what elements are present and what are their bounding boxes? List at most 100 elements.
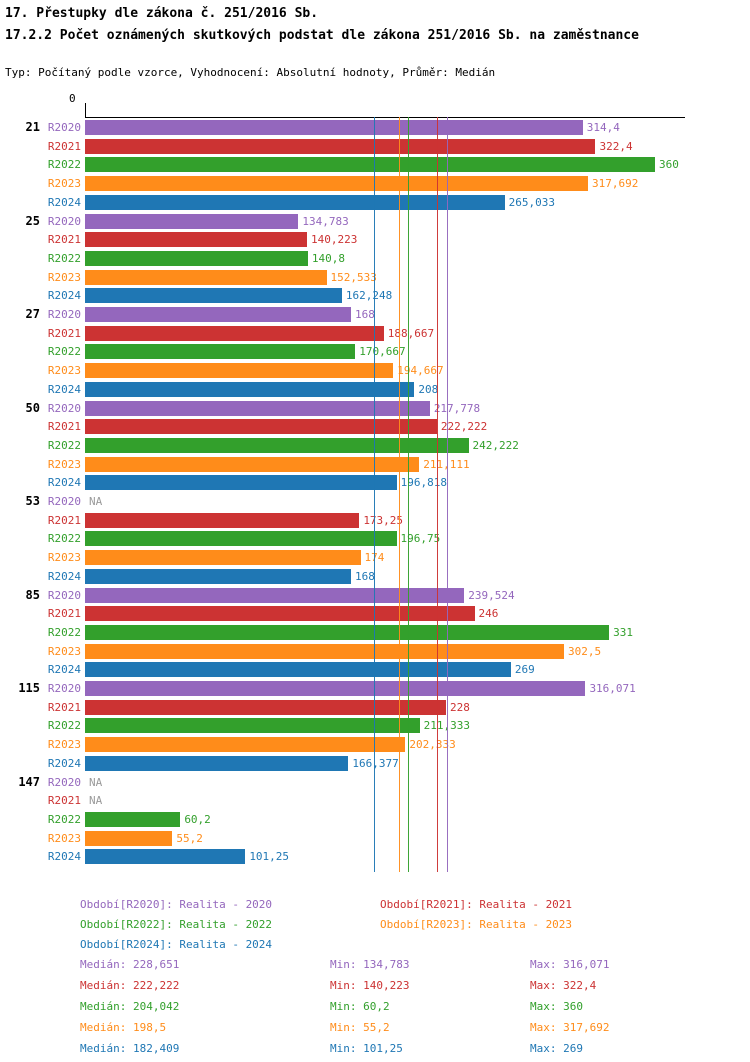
bar-value-label: 152,533 xyxy=(330,270,377,284)
group-label-25: 25 xyxy=(25,213,40,228)
bar-value-label: 140,8 xyxy=(311,251,346,265)
bar-chart: 0 21 R2020 314,4 R2021 322,4 R2022 360 R2023 317… xyxy=(18,92,685,872)
legend-item-r2023: Období[R2023]: Realita - 2023 xyxy=(380,918,573,931)
series-label-R2021: R2021 xyxy=(47,233,81,247)
series-label-R2021: R2021 xyxy=(47,513,81,527)
bar-R2024-group-27 xyxy=(85,381,415,397)
bar-value-label: 162,248 xyxy=(345,289,393,303)
series-label-R2022: R2022 xyxy=(47,438,81,452)
bar-value-label: 60,2 xyxy=(184,812,211,826)
bar-R2023-group-21 xyxy=(85,176,588,192)
bar-R2023-group-85 xyxy=(85,643,564,659)
bar-value-label: 246 xyxy=(478,607,499,621)
bar-R2023-group-115 xyxy=(85,737,406,753)
series-label-R2022: R2022 xyxy=(47,812,81,826)
bar-R2024-group-115 xyxy=(85,755,349,771)
bar-R2020-group-115 xyxy=(85,681,586,696)
bar-R2020-group-50 xyxy=(85,400,430,416)
group-label-50: 50 xyxy=(25,400,40,415)
bar-R2021-group-115 xyxy=(85,699,446,715)
na-value-label: NA xyxy=(89,794,103,808)
series-label-R2024: R2024 xyxy=(47,850,81,864)
group-label-53: 53 xyxy=(25,494,40,508)
bar-R2023-group-50 xyxy=(85,456,420,472)
min-stat-r2021: Min: 140,223 xyxy=(330,979,410,992)
bar-R2022-group-25 xyxy=(85,250,308,266)
na-value-label: NA xyxy=(89,495,103,508)
axis-tick xyxy=(85,103,86,117)
report-title: 17. Přestupky dle zákona č. 251/2016 Sb. xyxy=(5,6,319,21)
bar-R2021-group-27 xyxy=(85,325,384,341)
report-subtitle: 17.2.2 Počet oznámených skutkových podst… xyxy=(5,28,639,43)
series-label-R2023: R2023 xyxy=(47,177,81,191)
group-label-115: 115 xyxy=(18,681,40,695)
bar-value-label: 331 xyxy=(613,625,633,639)
bar-R2021-group-50 xyxy=(85,419,437,435)
bar-R2024-group-53 xyxy=(85,568,351,584)
bar-value-label: 239,524 xyxy=(468,588,515,602)
group-label-147: 147 xyxy=(18,774,40,789)
bar-value-label: 170,667 xyxy=(359,345,406,359)
bar-value-label: 168 xyxy=(355,569,375,583)
series-label-R2020: R2020 xyxy=(47,682,81,695)
series-label-R2024: R2024 xyxy=(47,476,81,490)
bar-R2023-group-147 xyxy=(85,830,173,846)
bar-value-label: 316,071 xyxy=(589,682,636,695)
series-label-R2020: R2020 xyxy=(47,775,81,789)
bar-R2020-group-85 xyxy=(85,587,465,603)
bar-R2022-group-53 xyxy=(85,531,397,547)
series-label-R2020: R2020 xyxy=(47,121,81,134)
series-label-R2022: R2022 xyxy=(47,719,81,733)
min-stat-r2022: Min: 60,2 xyxy=(330,1000,390,1013)
report-meta-line: Typ: Počítaný podle vzorce, Vyhodnocení:… xyxy=(5,66,496,79)
bar-R2023-group-25 xyxy=(85,269,327,285)
bar-value-label: 134,783 xyxy=(302,214,349,228)
bar-value-label: 188,667 xyxy=(387,326,435,340)
bar-R2021-group-53 xyxy=(85,512,360,528)
bar-value-label: 196,75 xyxy=(400,532,441,546)
series-label-R2022: R2022 xyxy=(47,158,81,172)
bar-R2022-group-27 xyxy=(85,344,356,360)
bar-value-label: 269 xyxy=(514,663,535,677)
series-label-R2023: R2023 xyxy=(47,270,81,284)
series-label-R2024: R2024 xyxy=(47,569,81,583)
bar-value-label: 217,778 xyxy=(433,401,481,415)
median-line-R2024 xyxy=(373,117,375,872)
bar-value-label: 196,818 xyxy=(400,476,447,490)
min-stat-r2023: Min: 55,2 xyxy=(330,1021,390,1034)
median-stat-r2020: Medián: 228,651 xyxy=(80,958,180,971)
axis-origin-label: 0 xyxy=(69,92,76,105)
series-label-R2020: R2020 xyxy=(47,214,81,228)
legend-item-r2020: Období[R2020]: Realita - 2020 xyxy=(80,898,273,911)
group-label-85: 85 xyxy=(25,587,40,602)
series-label-R2021: R2021 xyxy=(47,420,81,434)
bar-R2022-group-85 xyxy=(85,624,610,640)
bar-R2022-group-115 xyxy=(85,718,420,734)
bar-value-label: 222,222 xyxy=(440,420,488,434)
bar-value-label: 208 xyxy=(418,382,439,396)
bar-R2024-group-50 xyxy=(85,475,397,491)
bar-R2023-group-53 xyxy=(85,550,361,566)
series-label-R2021: R2021 xyxy=(47,700,81,714)
bar-value-label: 360 xyxy=(659,158,679,172)
bar-R2022-group-147 xyxy=(85,811,181,827)
series-label-R2022: R2022 xyxy=(47,532,81,546)
bar-R2022-group-21 xyxy=(85,157,655,173)
bar-value-label: 242,222 xyxy=(472,438,519,452)
series-label-R2021: R2021 xyxy=(47,139,81,153)
median-line-R2020 xyxy=(447,117,449,872)
max-stat-r2023: Max: 317,692 xyxy=(530,1021,610,1034)
median-line-R2022 xyxy=(408,117,410,872)
bar-value-label: 140,223 xyxy=(311,233,358,247)
series-label-R2024: R2024 xyxy=(47,756,81,770)
legend-item-r2024: Období[R2024]: Realita - 2024 xyxy=(80,938,273,951)
max-stat-r2022: Max: 360 xyxy=(530,1000,583,1013)
series-label-R2023: R2023 xyxy=(47,364,81,378)
bar-value-label: 202,333 xyxy=(409,738,456,752)
bar-value-label: 211,111 xyxy=(423,457,469,472)
bar-R2024-group-25 xyxy=(85,288,342,304)
group-label-27: 27 xyxy=(25,307,40,321)
series-label-R2023: R2023 xyxy=(47,644,81,658)
median-stat-r2021: Medián: 222,222 xyxy=(80,979,180,992)
